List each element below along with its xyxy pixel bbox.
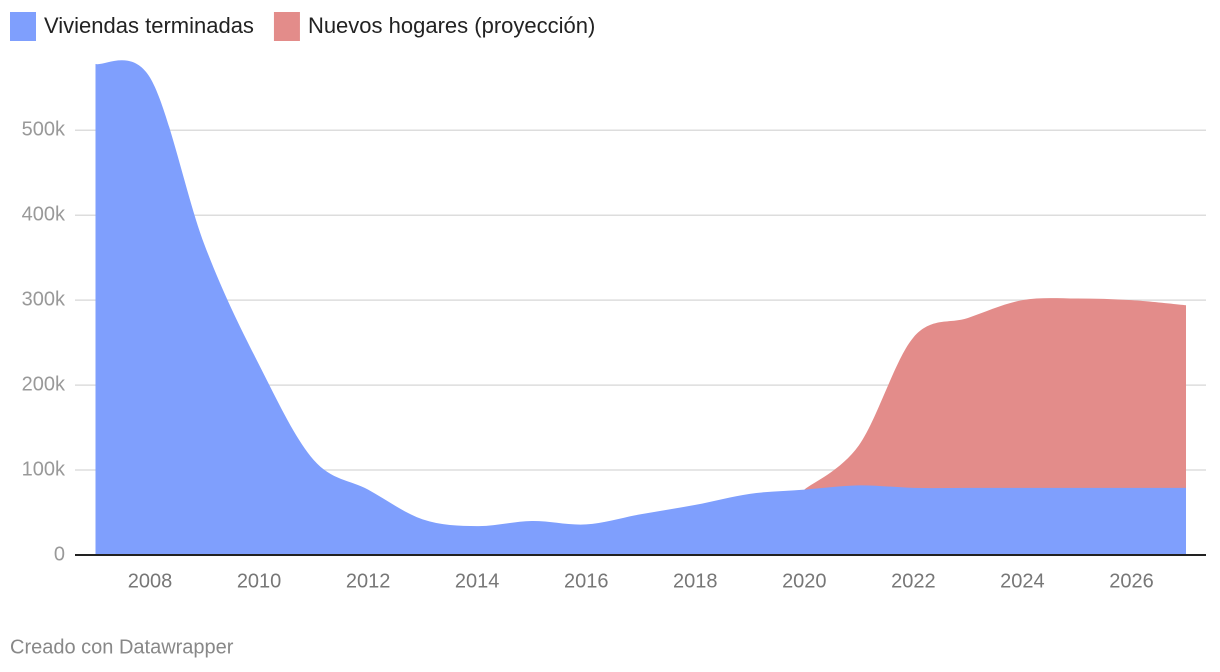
y-tick-label: 300k	[22, 288, 66, 310]
legend-swatch	[273, 12, 300, 41]
y-tick-label: 400k	[22, 203, 66, 225]
legend-label: Viviendas terminadas	[44, 13, 254, 38]
x-tick-label: 2022	[891, 570, 936, 592]
y-tick-label: 200k	[22, 373, 66, 395]
legend-swatch	[10, 12, 36, 41]
y-tick-label: 100k	[22, 458, 66, 480]
x-tick-label: 2016	[564, 570, 609, 592]
legend-label: Nuevos hogares (proyección)	[308, 13, 595, 38]
y-tick-label: 500k	[22, 119, 66, 141]
legend: Viviendas terminadas Nuevos hogares (proy…	[10, 12, 595, 41]
x-tick-label: 2014	[455, 570, 500, 592]
x-tick-label: 2024	[1000, 570, 1045, 592]
area	[95, 60, 1186, 556]
x-tick-label: 2010	[237, 570, 282, 592]
axes: 0 100k 200k 300k 400k 500k 2008 2010 2012 2014 201…	[22, 119, 1206, 592]
x-tick-label: 2020	[782, 570, 827, 592]
x-tick-label: 2008	[128, 570, 173, 592]
areas	[95, 60, 1186, 556]
x-tick-label: 2018	[673, 570, 718, 592]
x-tick-label: 2012	[346, 570, 391, 592]
x-tick-label: 2026	[1109, 570, 1154, 592]
y-tick-label: 0	[54, 543, 65, 565]
footer: Creado con Datawrapper	[10, 636, 234, 658]
